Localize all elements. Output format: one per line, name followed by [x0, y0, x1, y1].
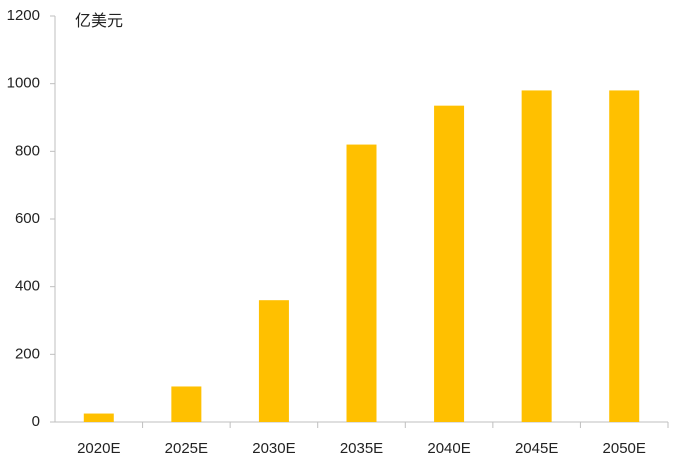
y-tick-label: 200 — [15, 345, 40, 362]
bar — [609, 90, 640, 422]
x-tick-label: 2050E — [603, 440, 646, 457]
bar — [521, 90, 552, 422]
x-tick-label: 2035E — [340, 440, 383, 457]
y-tick-label: 400 — [15, 278, 40, 295]
x-tick-label: 2030E — [252, 440, 295, 457]
x-tick-label: 2045E — [515, 440, 558, 457]
bar — [171, 386, 202, 422]
y-tick-label: 1200 — [7, 7, 40, 24]
bar — [83, 413, 114, 422]
bar — [346, 144, 377, 423]
y-tick-label: 800 — [15, 142, 40, 159]
y-tick-label: 1000 — [7, 75, 40, 92]
bar — [434, 105, 465, 423]
y-tick-label: 600 — [15, 210, 40, 227]
bar — [258, 300, 289, 422]
y-tick-label: 0 — [32, 413, 40, 430]
x-tick-label: 2020E — [77, 440, 120, 457]
unit-label: 亿美元 — [75, 12, 123, 30]
x-tick-label: 2025E — [165, 440, 208, 457]
x-tick-label: 2040E — [427, 440, 470, 457]
